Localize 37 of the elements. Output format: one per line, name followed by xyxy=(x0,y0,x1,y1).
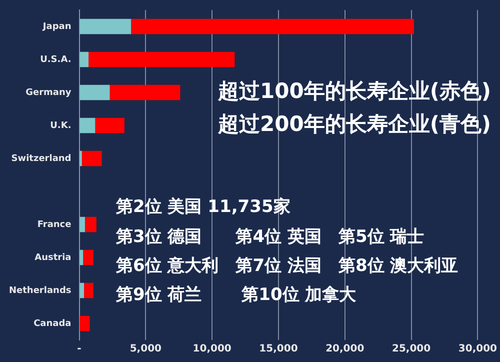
annotation: 第9位 荷兰 第10位 加拿大 xyxy=(116,285,356,305)
bar xyxy=(80,282,84,298)
bar xyxy=(84,216,96,232)
y-tick-label: Netherlands xyxy=(8,286,72,296)
bar xyxy=(84,282,94,298)
bar xyxy=(80,18,132,34)
annotation: 第3位 德国 第4位 英国 第5位 瑞士 xyxy=(116,227,424,247)
bar xyxy=(80,316,90,332)
bar xyxy=(80,84,110,100)
x-tick-label: 25,000 xyxy=(392,344,431,355)
y-tick-label: France xyxy=(37,220,72,230)
x-tick-label: 30,000 xyxy=(458,344,498,355)
bar xyxy=(88,52,235,68)
bar xyxy=(83,250,94,266)
x-tick-label: - xyxy=(77,344,82,355)
y-tick-label: U.S.A. xyxy=(40,54,72,65)
bar xyxy=(82,150,102,166)
x-tick-label: 5,000 xyxy=(130,344,162,355)
annotation: 第6位 意大利 第7位 法国 第8位 澳大利亚 xyxy=(116,256,458,276)
bar xyxy=(80,216,85,232)
y-tick-label: U.K. xyxy=(50,120,72,131)
bar xyxy=(95,118,124,134)
annotation: 第2位 美国 11,735家 xyxy=(116,197,290,217)
annotation: 超过100年的长寿企业(赤色) xyxy=(218,79,492,104)
annotation: 超过200年的长寿企业(青色) xyxy=(218,112,492,136)
bar xyxy=(80,118,96,134)
bar xyxy=(80,52,89,68)
x-tick-label: 10,000 xyxy=(192,344,232,355)
y-tick-label: Austria xyxy=(34,252,72,263)
y-tick-label: Germany xyxy=(26,88,72,98)
bar xyxy=(131,18,414,34)
x-tick-label: 20,000 xyxy=(326,344,364,355)
x-tick-label: 15,000 xyxy=(259,344,298,355)
y-tick-label: Switzerland xyxy=(11,154,72,164)
y-tick-label: Japan xyxy=(42,22,72,32)
bar xyxy=(110,84,180,100)
y-tick-label: Canada xyxy=(34,318,72,329)
